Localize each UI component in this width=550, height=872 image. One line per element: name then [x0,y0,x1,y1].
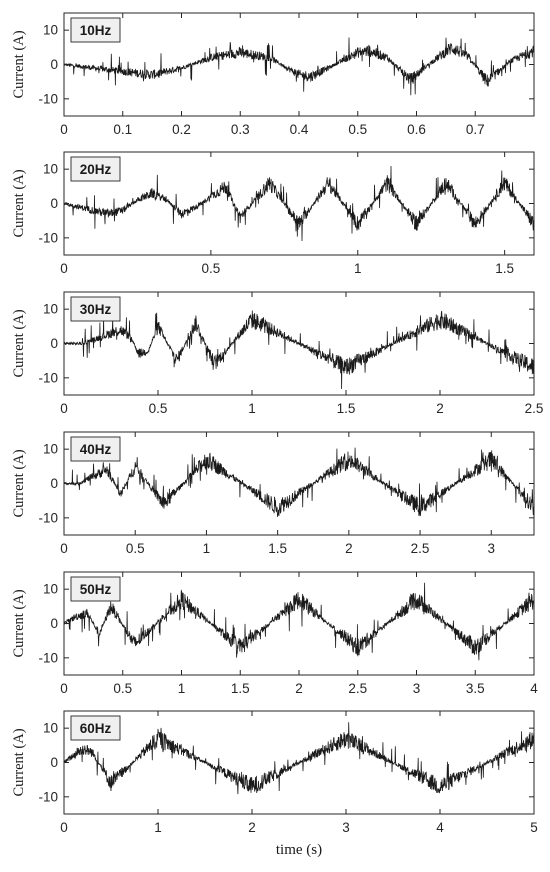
x-tick-label: 3.5 [466,681,485,696]
panel-label: 40Hz [80,442,112,457]
panel-label-box [70,156,121,182]
x-tick-label: 2 [295,681,303,696]
x-tick-label: 0 [60,122,68,137]
y-tick-label: 0 [50,57,58,72]
panel-50Hz: -10 0 10 0 0.5 1 1.5 2 2.5 3 3.5 4 Current (A) 50Hz [11,571,538,696]
y-tick-label: -10 [38,650,58,665]
x-tick-label: 1 [178,681,186,696]
y-tick-label: -10 [38,230,58,245]
series-line [63,37,535,96]
series-line [63,447,535,517]
y-axis-label: Current (A) [11,589,27,657]
y-tick-label: -10 [38,510,58,525]
x-tick-label: 0.6 [407,122,426,137]
y-axis-label: Current (A) [11,169,27,237]
panel-label: 60Hz [80,721,112,736]
x-tick-label: 0.1 [113,122,132,137]
x-tick-label: 2.5 [411,541,430,556]
x-tick-label: 0.3 [231,122,250,137]
series-line [63,582,535,661]
panel-label: 10Hz [80,23,112,38]
panel-30Hz: -10 0 10 0 0.5 1 1.5 2 2.5 Current (A) 30Hz [11,291,544,416]
axes-box [63,571,535,676]
y-tick-label: 10 [43,23,58,38]
panel-label: 30Hz [80,302,112,317]
x-tick-label: 2.5 [348,681,367,696]
panel-60Hz: -10 0 10 0 1 2 3 4 5 Current (A) 60Hz time (s) [11,710,538,858]
x-tick-label: 0 [60,401,68,416]
x-tick-label: 4 [436,820,444,835]
x-tick-label: 1.5 [495,261,514,276]
panel-label: 20Hz [80,162,112,177]
y-tick-label: -10 [38,789,58,804]
y-axis-label: Current (A) [11,30,27,98]
x-axis-label: time (s) [276,842,322,858]
x-tick-label: 3 [342,820,350,835]
panel-20Hz: -10 0 10 0 0.5 1 1.5 Current (A) 20Hz [11,151,535,276]
panel-40Hz: -10 0 10 0 0.5 1 1.5 2 2.5 3 Current (A) 40Hz [11,431,535,556]
x-tick-label: 3 [413,681,421,696]
y-tick-label: -10 [38,91,58,106]
y-tick-label: 0 [50,476,58,491]
x-tick-label: 1 [154,820,162,835]
panel-label-box [70,715,121,741]
x-tick-label: 3 [488,541,496,556]
series-line [63,722,535,795]
panel-10Hz: -10 0 10 0 0.1 0.2 0.3 0.4 0.5 0.6 0.7 Current (A) 1… [11,12,535,137]
x-tick-label: 0.4 [290,122,309,137]
x-tick-label: 0 [60,541,68,556]
x-tick-label: 0.5 [348,122,367,137]
y-tick-label: 10 [43,442,58,457]
x-tick-label: 0 [60,261,68,276]
x-tick-label: 0.7 [466,122,485,137]
y-axis-label: Current (A) [11,728,27,796]
y-tick-label: -10 [38,370,58,385]
panel-label-box [70,436,121,462]
x-tick-label: 0.5 [201,261,220,276]
x-tick-label: 2 [345,541,353,556]
panel-label-box [70,576,121,602]
y-tick-label: 10 [43,721,58,736]
panel-label-box [70,17,121,43]
x-tick-label: 2.5 [525,401,544,416]
x-tick-label: 0.2 [172,122,191,137]
y-axis-label: Current (A) [11,309,27,377]
y-tick-label: 0 [50,196,58,211]
panel-label-box [70,296,121,322]
x-tick-label: 1.5 [337,401,356,416]
x-tick-label: 0 [60,820,68,835]
y-tick-label: 10 [43,582,58,597]
x-tick-label: 0.5 [113,681,132,696]
panel-label: 50Hz [80,582,112,597]
axes-box [63,12,535,117]
x-tick-label: 1 [354,261,362,276]
x-tick-label: 1 [203,541,211,556]
x-tick-label: 0.5 [126,541,145,556]
x-tick-label: 1.5 [268,541,287,556]
x-tick-label: 1 [248,401,256,416]
y-tick-label: 0 [50,336,58,351]
x-tick-label: 1.5 [231,681,250,696]
series-line [63,165,535,242]
x-tick-label: 2 [436,401,444,416]
y-tick-label: 10 [43,162,58,177]
y-axis-label: Current (A) [11,449,27,517]
x-tick-label: 0 [60,681,68,696]
y-tick-label: 0 [50,616,58,631]
x-tick-label: 0.5 [149,401,168,416]
x-tick-label: 5 [530,820,538,835]
y-tick-label: 0 [50,755,58,770]
axes-box [63,431,535,536]
x-tick-label: 2 [248,820,256,835]
x-tick-label: 4 [530,681,538,696]
series-line [63,310,535,390]
y-tick-label: 10 [43,302,58,317]
